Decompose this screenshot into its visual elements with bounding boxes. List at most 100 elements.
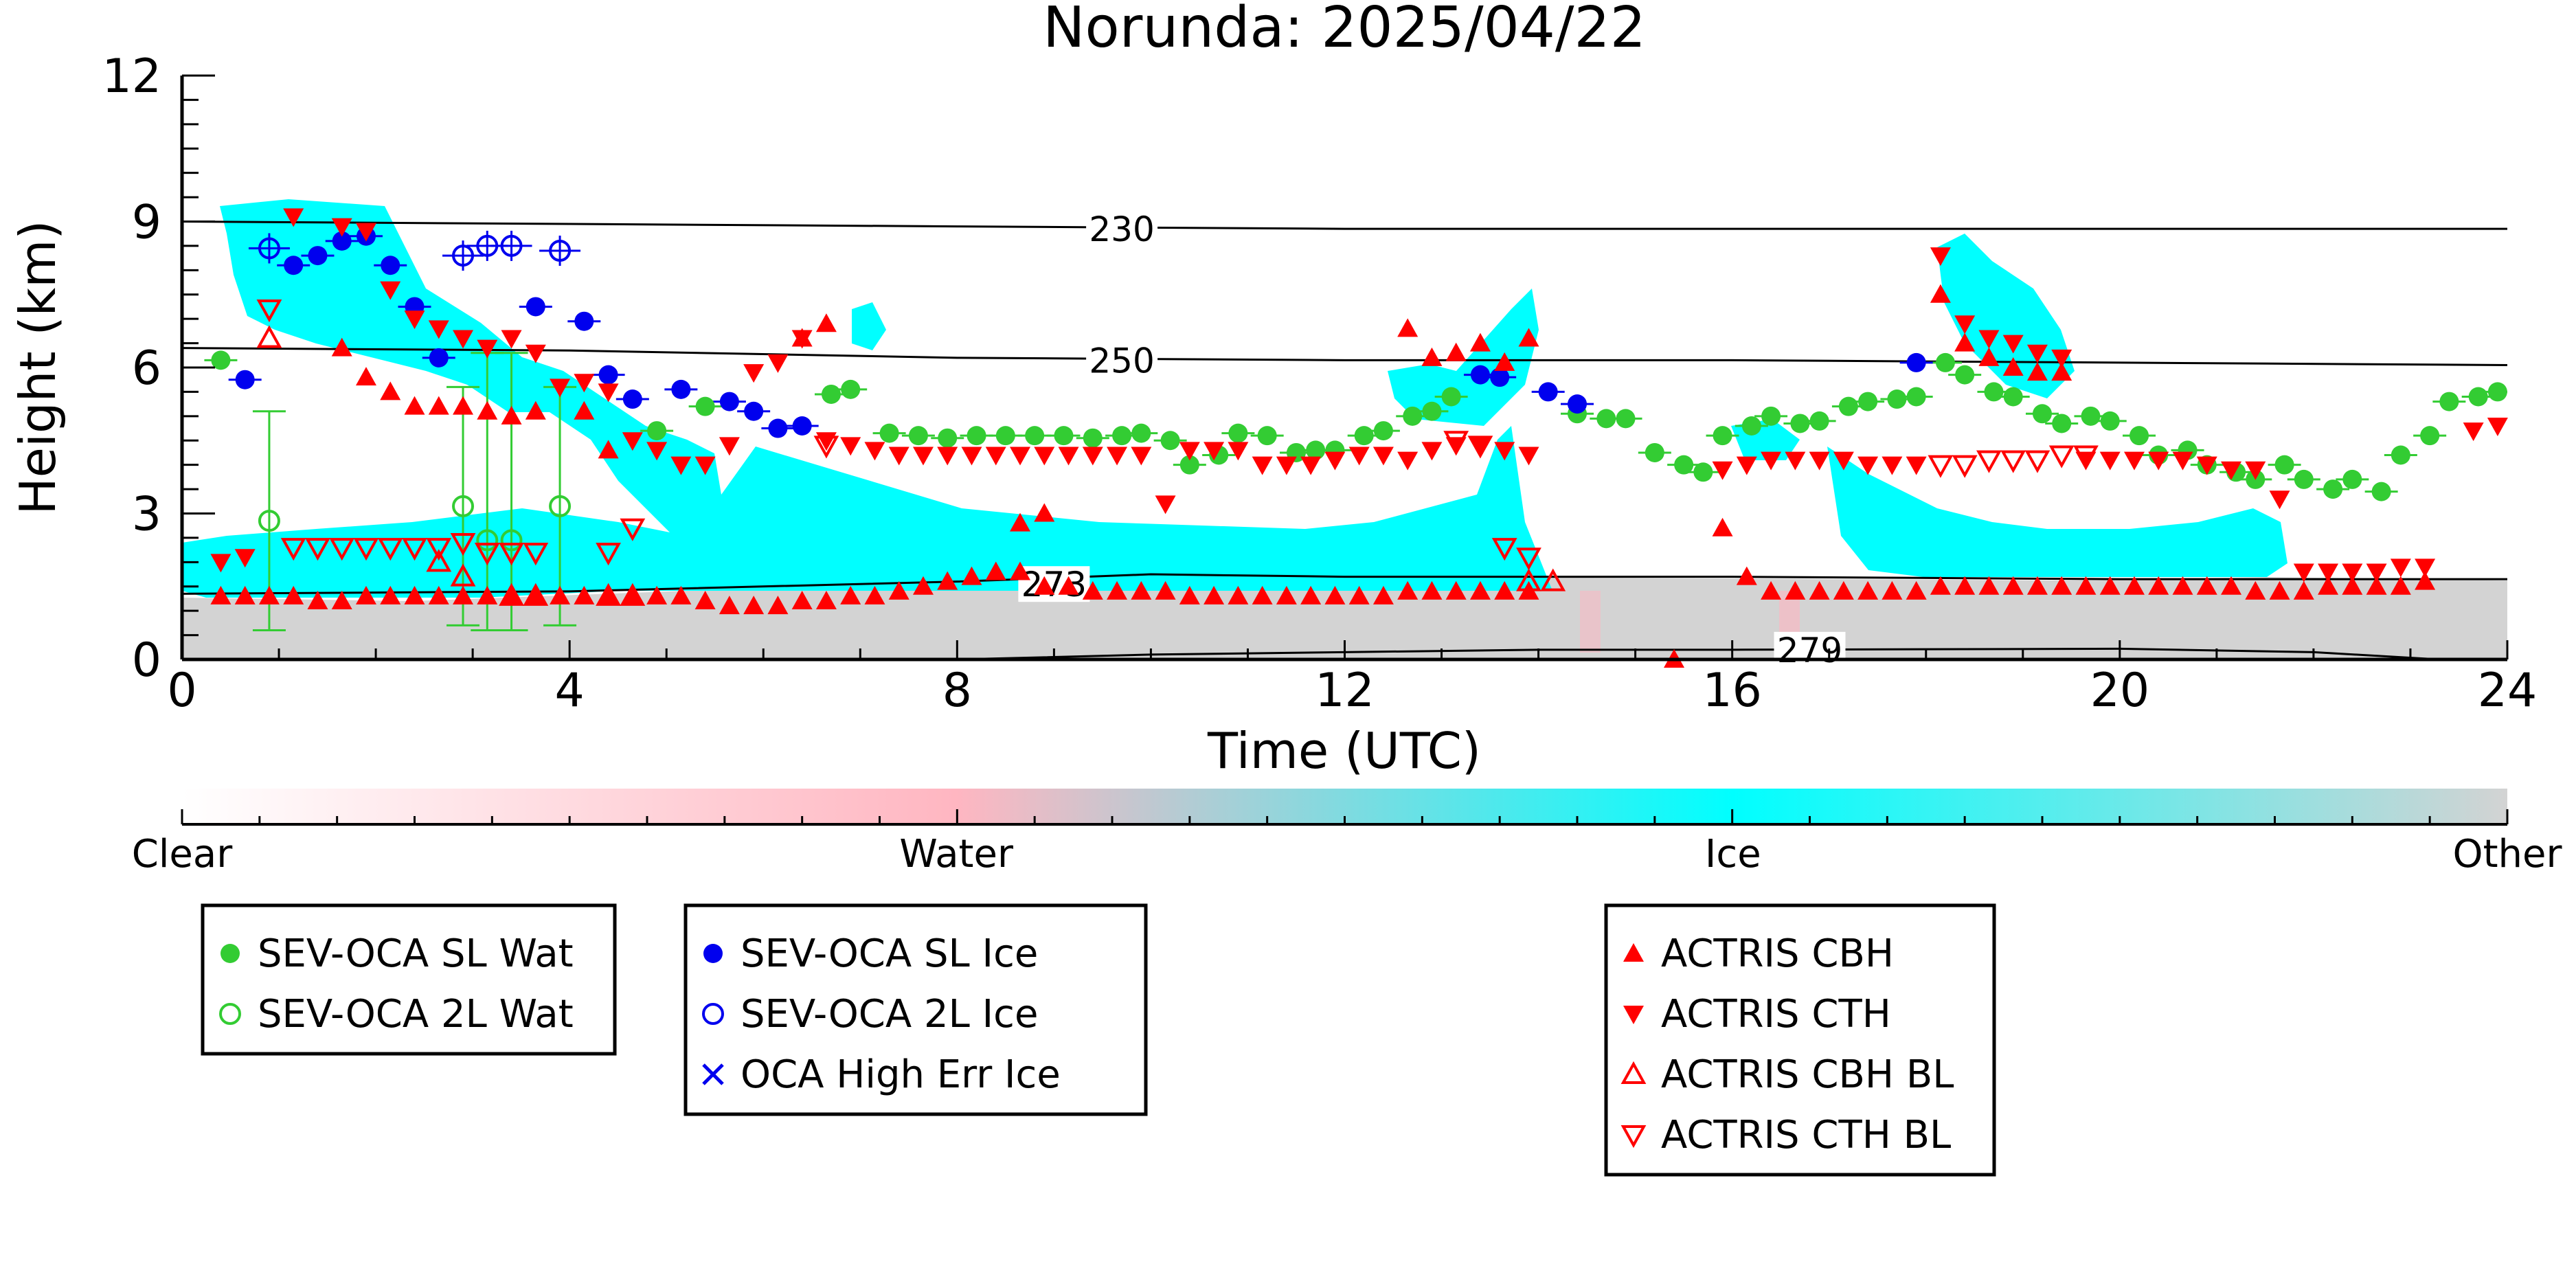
actris-cth-point <box>2148 451 2169 471</box>
actris-cth-point <box>2051 349 2072 368</box>
actris-cth-point <box>1204 442 1225 461</box>
actris-cbh-bl-point <box>450 563 476 587</box>
actris-cth-point <box>404 310 425 330</box>
actris-cth-point <box>1930 247 1951 267</box>
sev-oca-sl-wat-point <box>967 426 986 446</box>
actris-cbh-point <box>622 585 643 605</box>
sev-oca-sl-ice-point <box>719 392 739 411</box>
sev-oca-sl-wat-point <box>2081 406 2101 426</box>
sev-oca-sl-wat-point <box>1674 455 1694 475</box>
x-tick-label: 0 <box>167 664 196 718</box>
sev-oca-sl-wat-point <box>2468 387 2488 407</box>
actris-cbh-point <box>2318 576 2339 595</box>
x-tick-label: 12 <box>1315 664 1375 718</box>
actris-cbh-point <box>2026 576 2048 595</box>
actris-cbh-point <box>501 405 522 425</box>
sev-oca-sl-ice-point <box>671 379 691 399</box>
actris-cbh-point <box>428 585 449 605</box>
actris-cbh-point <box>767 596 789 615</box>
sev-oca-sl-wat-point <box>2294 469 2314 489</box>
actris-cbh-point <box>1712 517 1733 536</box>
actris-cth-point <box>1712 461 1733 480</box>
actris-cbh-point <box>453 396 474 415</box>
actris-cth-point <box>1736 456 1757 475</box>
actris-cbh-point <box>840 585 861 605</box>
actris-cth-bl-point <box>596 543 621 566</box>
sev-oca-sl-wat-point <box>2420 426 2440 446</box>
sev-oca-sl-wat-point <box>2003 387 2023 407</box>
actris-cth-bl-point <box>1952 455 1978 478</box>
sev-oca-sl-wat-point <box>1790 414 1810 433</box>
sev-oca-sl-wat-point <box>1935 352 1955 372</box>
actris-cbh-point <box>331 591 352 609</box>
actris-cbh-point <box>1882 580 1903 600</box>
actris-cth-point <box>501 330 522 349</box>
isotherm-label: 230 <box>1089 210 1154 249</box>
legend-marker <box>1620 1125 1647 1149</box>
actris-cbh-point <box>1397 580 1419 600</box>
actris-cth-point <box>2099 451 2121 471</box>
sev-oca-sl-wat-point <box>1645 442 1664 462</box>
actris-cbh-point <box>2269 580 2290 600</box>
actris-cbh-point <box>258 585 280 605</box>
actris-cth-point <box>1082 447 1103 466</box>
actris-cth-bl-point <box>2048 445 2075 468</box>
actris-cth-point <box>1324 451 1346 471</box>
actris-cbh-bl-point <box>596 583 621 606</box>
sev-oca-sl-ice-point <box>332 231 352 251</box>
sev-oca-sl-ice-point <box>622 389 642 409</box>
actris-cth-point <box>210 554 231 573</box>
sev-oca-sl-ice-point <box>1568 394 1587 414</box>
sev-oca-sl-wat-point <box>1887 389 1907 409</box>
x-tick-label: 24 <box>2478 664 2538 718</box>
actris-cth-point <box>1179 442 1200 461</box>
legend-marker <box>702 1063 724 1085</box>
actris-cbh-point <box>1276 585 1297 605</box>
sev-oca-sl-ice-point <box>1538 382 1558 402</box>
ice-region <box>1388 289 1539 426</box>
legend-label: SEV-OCA 2L Wat <box>258 992 574 1037</box>
actris-cth-point <box>2366 563 2387 583</box>
sev-oca-sl-wat-point <box>2391 445 2410 465</box>
sev-oca-2l-ice-point <box>476 234 499 257</box>
actris-cth-point <box>2415 558 2436 578</box>
legend-label: ACTRIS CBH <box>1661 931 1894 976</box>
actris-cth-point <box>1397 451 1419 471</box>
legend-marker <box>221 944 240 963</box>
actris-cth-bl-point <box>1516 547 1541 571</box>
actris-cth-point <box>937 447 958 466</box>
isotherm-label-bg <box>1086 211 1158 247</box>
y-tick-label: 9 <box>132 196 161 250</box>
actris-cth-point <box>1034 447 1055 466</box>
actris-cth-point <box>622 432 643 451</box>
sev-oca-sl-wat-point <box>2100 411 2120 431</box>
sev-oca-sl-wat-point <box>2033 404 2052 424</box>
actris-cth-point <box>1372 447 1394 466</box>
actris-cth-point <box>2269 490 2290 510</box>
actris-cbh-point <box>550 585 571 605</box>
y-tick-label: 3 <box>132 488 161 542</box>
actris-cbh-point <box>1010 561 1031 580</box>
actris-cbh-point <box>1397 318 1419 337</box>
sev-oca-sl-ice-point <box>792 416 812 436</box>
actris-cth-point <box>283 208 304 227</box>
actris-cbh-point <box>2123 576 2145 595</box>
actris-cth-point <box>2487 418 2508 436</box>
actris-cbh-point <box>719 596 740 615</box>
x-tick-label: 20 <box>2090 664 2150 718</box>
sev-oca-sl-wat-point <box>1354 426 1374 446</box>
actris-cth-bl-point <box>280 538 306 561</box>
actris-cth-point <box>864 442 885 461</box>
actris-cth-point <box>1058 447 1079 466</box>
actris-cth-bl-point <box>377 538 403 561</box>
actris-cth-bl-point <box>499 543 524 566</box>
actris-cth-point <box>598 383 619 403</box>
legend-marker <box>703 944 723 963</box>
actris-cbh-point <box>2172 576 2193 595</box>
legend-label: SEV-OCA 2L Ice <box>741 992 1038 1037</box>
actris-cth-bl-point <box>1443 431 1469 454</box>
actris-cbh-point <box>1906 580 1927 600</box>
actris-cbh-bl-point <box>523 583 549 606</box>
actris-cth-bl-point <box>1467 436 1493 459</box>
plot-axes <box>180 74 2509 662</box>
